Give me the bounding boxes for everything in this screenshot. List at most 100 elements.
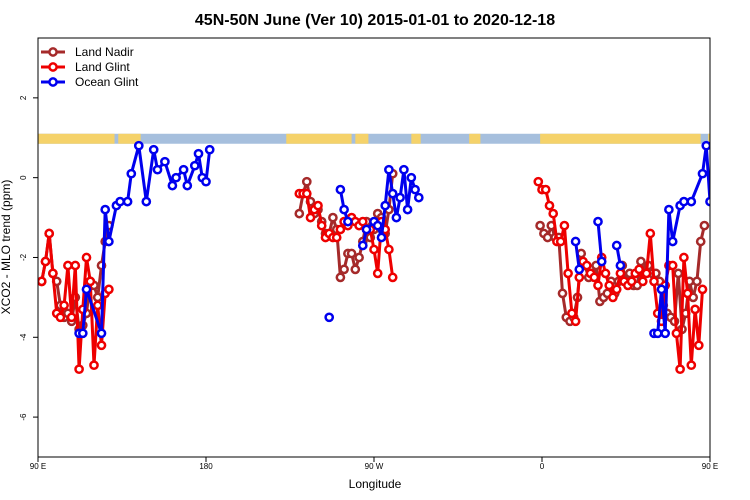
data-point bbox=[104, 284, 114, 295]
data-point bbox=[376, 232, 387, 243]
data-point bbox=[96, 328, 107, 339]
y-tick-label: -4 bbox=[19, 333, 28, 341]
data-point bbox=[316, 220, 327, 231]
data-point bbox=[615, 260, 626, 271]
land-strip-segment bbox=[38, 133, 115, 144]
data-point bbox=[406, 172, 417, 183]
data-point bbox=[574, 272, 585, 283]
data-point bbox=[679, 252, 689, 263]
data-point bbox=[66, 312, 77, 323]
data-point bbox=[96, 340, 107, 351]
x-tick-label: 90 E bbox=[30, 462, 46, 471]
data-point bbox=[649, 276, 659, 287]
data-point bbox=[671, 328, 682, 339]
legend-marker bbox=[48, 77, 58, 87]
data-point bbox=[324, 312, 335, 323]
data-point bbox=[664, 204, 674, 215]
series-land-glint bbox=[38, 176, 708, 375]
data-point bbox=[611, 240, 622, 251]
data-point bbox=[354, 252, 364, 263]
data-point bbox=[204, 144, 215, 155]
data-point bbox=[542, 232, 553, 243]
data-point bbox=[596, 256, 607, 267]
y-axis-label: XCO2 - MLO trend (ppm) bbox=[0, 180, 13, 315]
data-point bbox=[81, 252, 92, 263]
data-point bbox=[350, 264, 361, 275]
data-point bbox=[697, 168, 708, 179]
data-point bbox=[637, 276, 648, 287]
data-point bbox=[387, 188, 398, 199]
data-point bbox=[540, 184, 551, 195]
data-point bbox=[77, 328, 88, 339]
ocean-strip bbox=[38, 133, 710, 144]
data-point bbox=[63, 260, 73, 271]
data-point bbox=[328, 212, 338, 223]
data-point bbox=[675, 364, 685, 375]
data-point bbox=[70, 260, 81, 271]
data-point bbox=[201, 176, 211, 187]
data-point bbox=[641, 268, 652, 279]
data-point bbox=[391, 212, 402, 223]
x-tick-label: 180 bbox=[199, 462, 213, 471]
x-axis: 90 E 180 90 W 0 90 E bbox=[30, 457, 718, 471]
data-point bbox=[387, 272, 398, 283]
legend-label: Land Glint bbox=[75, 60, 130, 74]
land-strip-segment bbox=[118, 133, 141, 144]
land-strip-segment bbox=[411, 133, 421, 144]
legend-label: Land Nadir bbox=[75, 45, 134, 59]
data-point bbox=[682, 288, 693, 299]
data-point bbox=[92, 292, 103, 303]
data-point bbox=[339, 204, 349, 215]
data-point bbox=[563, 268, 573, 279]
data-point bbox=[600, 268, 611, 279]
x-tick-label: 0 bbox=[540, 462, 545, 471]
data-point bbox=[361, 224, 372, 235]
data-point bbox=[589, 272, 600, 283]
y-tick-label: 0 bbox=[19, 175, 28, 180]
data-point bbox=[126, 168, 137, 179]
data-point bbox=[574, 264, 585, 275]
data-point bbox=[705, 196, 710, 207]
data-point bbox=[660, 328, 671, 339]
data-point bbox=[384, 164, 394, 175]
data-point bbox=[122, 196, 133, 207]
data-point bbox=[636, 256, 646, 267]
data-point bbox=[608, 292, 618, 303]
data-point bbox=[48, 268, 58, 279]
data-point bbox=[581, 260, 592, 271]
data-point bbox=[611, 284, 622, 295]
data-point bbox=[567, 308, 577, 319]
data-point bbox=[357, 240, 368, 251]
data-point bbox=[697, 284, 708, 295]
data-point bbox=[380, 200, 391, 211]
data-point bbox=[557, 288, 568, 299]
data-point bbox=[626, 276, 637, 287]
data-point bbox=[171, 172, 181, 183]
data-point bbox=[182, 180, 193, 191]
data-point bbox=[399, 164, 409, 175]
data-point bbox=[38, 276, 47, 287]
data-point bbox=[570, 316, 581, 327]
data-point bbox=[59, 300, 69, 311]
data-point bbox=[160, 156, 170, 167]
data-point bbox=[692, 276, 702, 287]
land-strip-segment bbox=[708, 133, 710, 144]
data-point bbox=[533, 176, 544, 187]
y-tick-label: 2 bbox=[19, 95, 28, 100]
data-point bbox=[335, 224, 346, 235]
data-point bbox=[656, 284, 667, 295]
legend-marker bbox=[48, 62, 58, 72]
data-point bbox=[343, 216, 353, 227]
data-point bbox=[74, 364, 84, 375]
series-layer bbox=[38, 140, 710, 375]
data-point bbox=[92, 300, 103, 311]
data-point bbox=[384, 244, 394, 255]
data-point bbox=[402, 204, 413, 215]
data-point bbox=[301, 176, 312, 187]
data-point bbox=[395, 192, 405, 203]
data-point bbox=[313, 200, 323, 211]
data-point bbox=[178, 164, 189, 175]
data-point bbox=[141, 196, 152, 207]
